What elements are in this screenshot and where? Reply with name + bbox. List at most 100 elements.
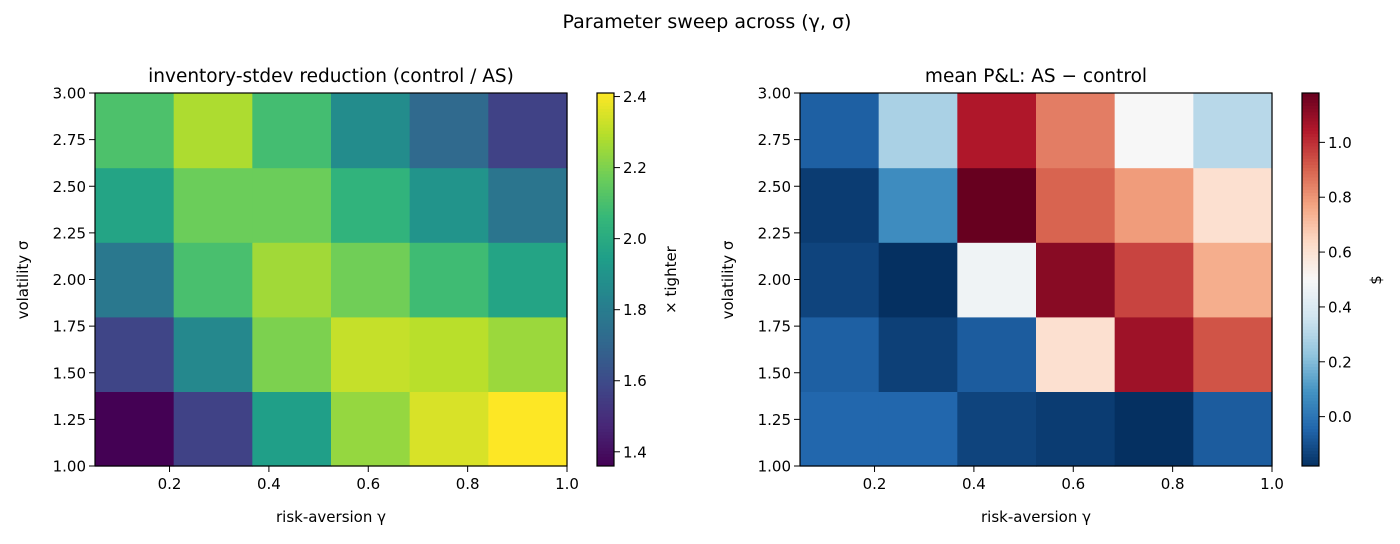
colorbar-segment [1302,366,1319,371]
heatmap-cell [800,167,880,243]
colorbar-segment [1302,394,1319,399]
heatmap-cell [331,242,411,318]
colorbar-segment [1302,447,1319,451]
colorbar-segment [597,108,614,113]
y-axis-label: volatility σ [719,240,737,319]
colorbar-segment [1302,223,1319,228]
heatmap-cell [252,242,332,318]
x-tick-label: 0.6 [356,475,380,493]
colorbar-segment [1302,208,1319,212]
colorbar-segment [597,239,614,243]
heatmap-cell [878,93,958,169]
y-axis-ticks: 1.00 1.25 1.50 1.75 2.00 2.25 2.50 2.75 3.00 [53,85,95,476]
colorbar-segment [597,316,614,321]
colorbar-segment [1302,459,1319,464]
y-tick-label: 1.75 [758,318,791,336]
colorbar-segment [1302,347,1319,352]
colorbar-segment [597,232,614,237]
colorbar-segment [1302,127,1319,131]
x-tick-label: 0.2 [158,475,182,493]
colorbar-segment [597,338,614,343]
colorbar-segment [1302,161,1319,165]
colorbar [1301,92,1320,467]
colorbar-segment [1302,239,1319,243]
heatmap-cell [488,242,568,318]
colorbar-segment [1302,217,1319,221]
heatmap-cell [878,242,958,318]
y-tick-label: 1.25 [53,411,86,429]
colorbar-segment [597,201,614,206]
heatmap-cell [1114,93,1194,169]
colorbar-segment [597,459,614,464]
colorbar-segment [597,332,614,336]
colorbar-segment [1302,130,1319,134]
heatmap-panel-mean-pnl: mean P&L: AS − control 0.2 0.4 0.6 0.8 1.0 1… [719,66,1385,526]
colorbar-segment [597,102,614,106]
colorbar-segment [597,285,614,290]
heatmap-cell [488,93,568,169]
colorbar-segment [1302,263,1319,268]
colorbar-segment [597,388,614,392]
colorbar-segment [1302,419,1319,423]
heatmap-cell [957,167,1037,243]
colorbar-segment [1302,96,1319,100]
colorbar-segment [597,142,614,147]
heatmap-cell [252,316,332,392]
colorbar-segment [1302,242,1319,246]
colorbar-segment [597,444,614,448]
colorbar-segment [1302,229,1319,234]
colorbar-segment [1302,111,1319,116]
colorbar-segment [597,220,614,225]
colorbar-segment [1302,307,1319,312]
y-tick-label: 1.00 [758,458,791,476]
colorbar-segment [1302,102,1319,106]
x-tick-label: 1.0 [1260,475,1284,493]
colorbar-segment [597,441,614,445]
colorbar-segment [597,462,614,467]
x-tick-label: 0.4 [257,475,281,493]
colorbar-segment [597,242,614,246]
colorbar-segment [597,319,614,324]
heatmap-cell [957,242,1037,318]
heatmap-cell [800,316,880,392]
colorbar-segment [597,270,614,274]
heatmap-cell [331,391,411,467]
colorbar-segment [1302,397,1319,402]
colorbar-segment [1302,310,1319,315]
x-tick-label: 0.8 [456,475,480,493]
heatmap-cell [878,167,958,243]
colorbar-segment [597,111,614,116]
colorbar-tick-label: 0.4 [1328,298,1352,316]
x-tick-label: 0.4 [962,475,986,493]
panel-title: inventory-stdev reduction (control / AS) [148,66,514,87]
colorbar-segment [1302,139,1319,144]
colorbar-segment [1302,105,1319,110]
y-tick-label: 1.00 [53,458,86,476]
colorbar-tick-label: 0.0 [1328,408,1352,426]
heatmap-cell [1036,167,1116,243]
colorbar-segment [597,413,614,417]
colorbar-segment [597,394,614,399]
colorbar-frame [1301,92,1320,467]
colorbar-segment [597,453,614,458]
colorbar-segment [597,139,614,144]
colorbar-tick-label: 1.8 [623,301,647,319]
colorbar-segment [597,354,614,358]
colorbar-segment [597,323,614,327]
colorbar-segment [1302,148,1319,153]
colorbar-segment [597,425,614,430]
colorbar-segment [597,335,614,340]
colorbar-segment [597,208,614,212]
heatmap-cell [252,93,332,169]
colorbar-segment [1302,170,1319,175]
colorbar-segment [1302,298,1319,302]
heatmap-cell [95,316,175,392]
heatmap-cells [95,93,568,467]
heatmap-cell [331,93,411,169]
colorbar-segment [597,124,614,128]
colorbar-segment [597,180,614,184]
colorbar-segment [597,148,614,153]
colorbar-segment [597,120,614,125]
colorbar-segment [597,192,614,197]
colorbar-tick-label: 2.4 [623,88,647,106]
